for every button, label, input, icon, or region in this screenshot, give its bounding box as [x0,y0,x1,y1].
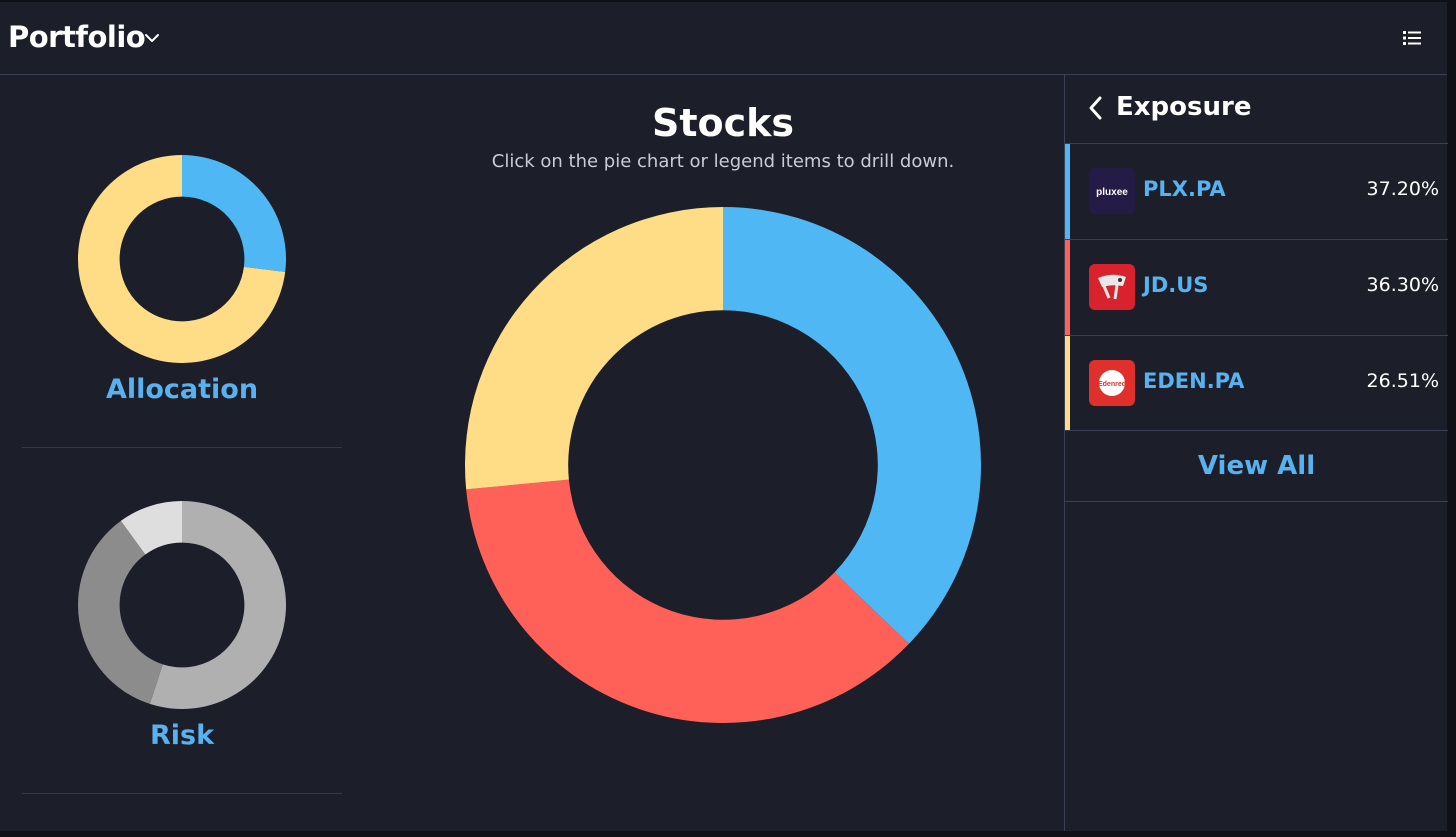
chevron-down-icon[interactable] [143,29,161,47]
series-color-marker [1065,144,1070,239]
exposure-row-plx[interactable]: pluxee PLX.PA 37.20% [1065,143,1448,239]
svg-text:Edenred: Edenred [1098,381,1126,388]
exposure-panel: Exposure pluxee PLX.PA 37.20% JD.US 36.3… [1064,74,1448,831]
percent-value: 36.30% [1366,274,1439,296]
window-bottom-edge [0,831,1456,837]
risk-donut[interactable] [78,501,286,709]
chart-subtitle: Click on the pie chart or legend items t… [491,151,955,172]
chart-title: Stocks [651,101,795,145]
risk-label[interactable]: Risk [149,720,215,751]
ticker-label[interactable]: EDEN.PA [1143,369,1245,393]
top-bar: Portfolio [0,2,1447,75]
window-top-edge [0,0,1456,2]
exposure-row-eden[interactable]: Edenred EDEN.PA 26.51% [1065,335,1448,431]
percent-value: 26.51% [1366,370,1439,392]
stocks-donut-chart[interactable] [465,207,981,723]
series-color-marker [1065,240,1070,335]
ticker-label[interactable]: JD.US [1143,273,1209,297]
percent-value: 37.20% [1366,178,1439,200]
allocation-segment-1[interactable] [182,155,286,273]
pie-slice-jd-us[interactable] [466,479,909,723]
ticker-label[interactable]: PLX.PA [1143,177,1226,201]
pluxee-logo: pluxee [1089,168,1135,214]
exposure-title: Exposure [1116,92,1252,122]
pie-slice-eden-pa[interactable] [465,207,723,490]
series-color-marker [1065,336,1070,431]
exposure-row-jd[interactable]: JD.US 36.30% [1065,239,1448,335]
risk-segment-2[interactable] [78,520,163,704]
svg-text:pluxee: pluxee [1096,187,1128,198]
page-title[interactable]: Portfolio [8,20,146,54]
pie-slice-plx-pa[interactable] [723,207,981,644]
allocation-segment-2[interactable] [78,155,286,363]
view-all-link[interactable]: View All [1197,451,1316,481]
risk-card[interactable]: Risk [22,463,342,794]
allocation-label[interactable]: Allocation [105,374,259,405]
chevron-left-icon[interactable] [1085,94,1107,122]
allocation-card[interactable]: Allocation [22,117,342,448]
jd-logo [1089,264,1135,310]
risk-segment-1[interactable] [149,501,286,709]
allocation-donut[interactable] [78,155,286,363]
list-icon[interactable] [1398,24,1426,52]
view-all-row: View All [1065,430,1448,502]
edenred-logo: Edenred [1089,360,1135,406]
window-right-edge [1447,0,1456,837]
risk-segment-3[interactable] [120,501,182,555]
